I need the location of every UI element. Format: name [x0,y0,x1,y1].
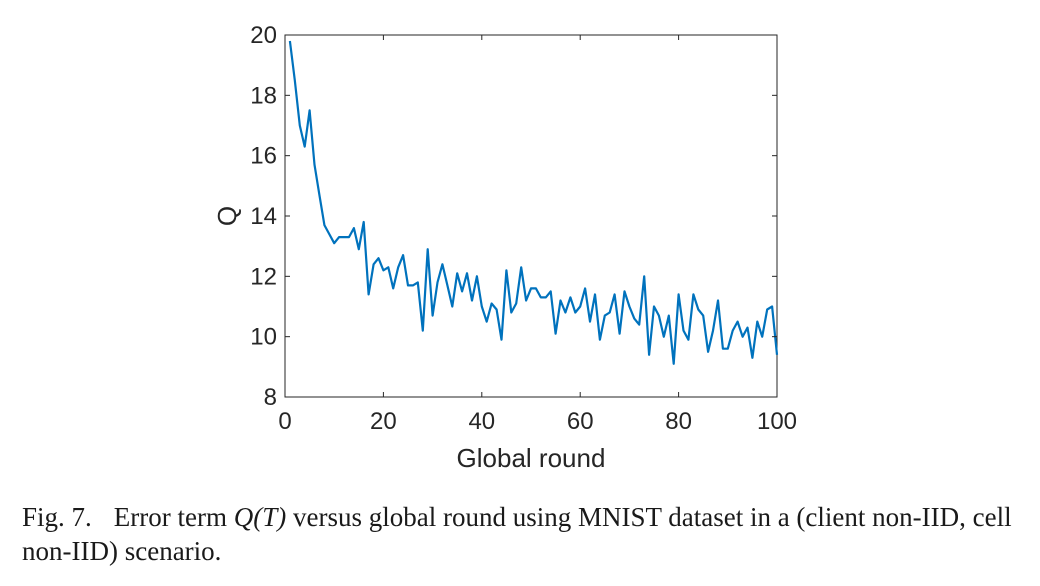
figure-label: Fig. 7. [22,502,92,532]
caption-text-end: versus global round using MNIST dataset … [22,502,1012,566]
plot-area [284,34,779,398]
y-tick-label: 20 [250,22,277,49]
x-tick-label: 60 [567,408,594,435]
x-tick-label: 80 [665,408,692,435]
y-tick-label: 12 [250,263,277,290]
y-tick-label: 16 [250,143,277,170]
caption-math: Q(T) [233,502,287,532]
x-tick-label: 20 [370,408,397,435]
figure-caption: Fig. 7. Error term Q(T) versus global rou… [22,500,1022,568]
y-axis: 8 10 12 14 16 18 20 [250,22,777,411]
x-axis: 0 20 40 60 80 100 [278,35,797,435]
x-tick-label: 40 [468,408,495,435]
axes-box [284,34,778,398]
caption-text-start: Error term [113,502,234,532]
y-tick-label: 18 [250,82,277,109]
y-tick-label: 10 [250,324,277,351]
x-tick-label: 100 [757,408,797,435]
x-tick-label: 0 [278,408,291,435]
x-axis-label: Global round [457,443,606,473]
y-tick-label: 8 [264,384,277,411]
y-axis-label: Q [212,206,242,226]
series-line [288,40,779,365]
y-tick-label: 14 [250,203,277,230]
